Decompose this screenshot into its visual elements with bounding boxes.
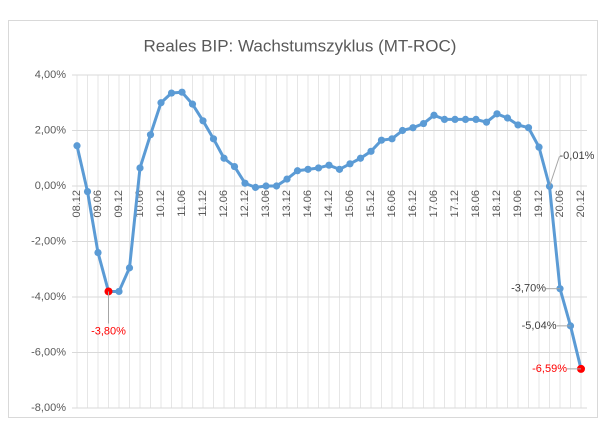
data-point xyxy=(356,154,365,162)
data-point xyxy=(73,142,81,150)
data-point xyxy=(272,182,281,190)
data-point xyxy=(314,164,323,172)
data-point xyxy=(115,287,123,296)
y-tick-label: -4,00% xyxy=(31,291,66,303)
data-point xyxy=(430,111,438,119)
x-tick-label: 14.06 xyxy=(302,190,314,218)
chart-title: Reales BIP: Wachstumszyklus (MT-ROC) xyxy=(144,36,457,55)
data-point xyxy=(503,114,512,122)
data-point xyxy=(146,131,155,139)
data-point xyxy=(241,179,249,187)
x-tick-label: 12.06 xyxy=(218,190,230,218)
y-tick-label: 4,00% xyxy=(35,69,66,81)
data-point xyxy=(514,121,522,129)
x-tick-label: 13.12 xyxy=(281,190,293,218)
data-label: -3,70% xyxy=(511,283,546,295)
x-tick-label: 11.06 xyxy=(176,190,188,217)
data-label: -6,59% xyxy=(532,363,567,375)
y-tick-label: -6,00% xyxy=(31,346,66,358)
data-point xyxy=(472,115,480,123)
x-tick-label: 14.12 xyxy=(323,190,335,218)
data-label: -0,01% xyxy=(560,150,595,162)
data-point xyxy=(346,160,354,168)
x-tick-label: 08.12 xyxy=(71,190,83,218)
data-point xyxy=(377,136,386,144)
y-tick-label: -8,00% xyxy=(31,402,66,414)
data-label: -5,04% xyxy=(522,320,557,332)
data-point xyxy=(524,124,533,132)
data-point xyxy=(493,110,501,118)
x-tick-label: 19.12 xyxy=(533,190,545,218)
x-tick-label: 13.06 xyxy=(260,190,272,218)
data-point xyxy=(461,115,470,123)
y-tick-label: -2,00% xyxy=(31,235,66,247)
data-point xyxy=(409,124,417,132)
data-point xyxy=(136,164,144,172)
data-point xyxy=(398,126,407,135)
x-tick-label: 09.12 xyxy=(113,190,125,218)
data-point xyxy=(482,118,491,126)
x-tick-label: 19.06 xyxy=(512,190,524,218)
x-tick-label: 17.06 xyxy=(428,190,440,218)
data-point xyxy=(125,264,134,272)
data-point xyxy=(304,165,312,173)
data-point xyxy=(283,175,291,183)
data-point xyxy=(251,183,260,191)
data-point xyxy=(535,143,543,151)
data-point xyxy=(367,147,375,155)
label-leader xyxy=(549,156,560,187)
data-point xyxy=(167,89,176,97)
y-tick-label: 2,00% xyxy=(35,124,66,136)
x-tick-label: 09.06 xyxy=(92,190,104,218)
data-point xyxy=(220,154,228,162)
x-tick-label: 17.12 xyxy=(449,190,461,218)
data-point xyxy=(440,115,449,123)
data-point xyxy=(335,165,344,173)
data-point xyxy=(388,135,396,143)
data-point xyxy=(293,167,302,175)
y-tick-label: 0,00% xyxy=(35,180,66,192)
data-point xyxy=(157,99,165,107)
x-tick-label: 11.12 xyxy=(197,190,209,217)
x-tick-label: 16.06 xyxy=(386,190,398,218)
data-point xyxy=(451,115,459,123)
x-tick-label: 18.12 xyxy=(491,190,503,218)
x-tick-label: 15.12 xyxy=(365,190,377,218)
data-point xyxy=(419,119,428,128)
data-point xyxy=(209,135,218,143)
data-point xyxy=(262,182,270,190)
x-tick-label: 15.06 xyxy=(344,190,356,218)
data-point xyxy=(178,88,186,96)
x-tick-label: 10.12 xyxy=(155,190,167,218)
x-tick-label: 12.12 xyxy=(239,190,251,218)
data-point xyxy=(94,249,102,257)
x-tick-label: 20.12 xyxy=(575,190,587,218)
data-point xyxy=(325,161,333,169)
data-point xyxy=(83,187,92,196)
x-tick-label: 18.06 xyxy=(470,190,482,218)
data-point xyxy=(199,117,207,125)
data-point xyxy=(230,162,239,171)
data-label: -3,80% xyxy=(91,325,126,337)
chart-frame xyxy=(8,20,598,418)
data-point xyxy=(188,100,197,108)
x-tick-label: 20.06 xyxy=(554,190,566,218)
x-tick-label: 16.12 xyxy=(407,190,419,218)
